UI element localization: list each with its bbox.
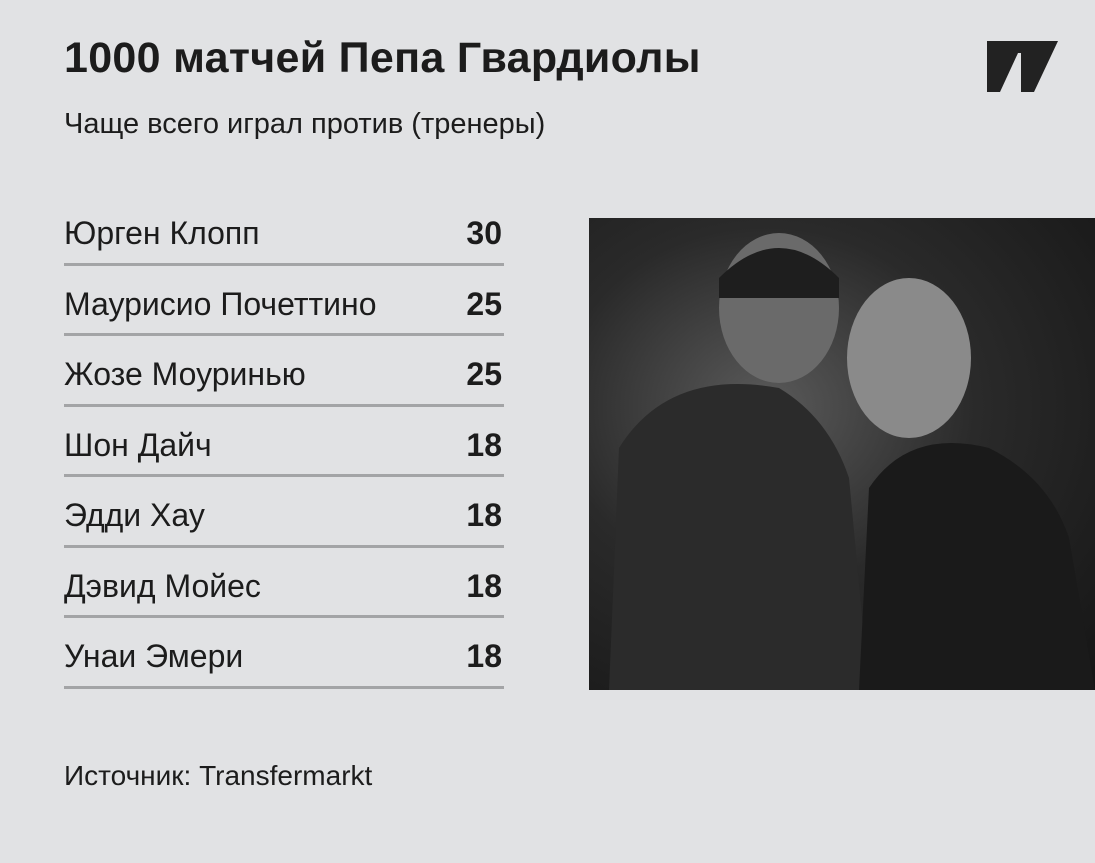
coach-name: Дэвид Мойес — [64, 567, 261, 604]
page-subtitle: Чаще всего играл против (тренеры) — [64, 108, 546, 140]
match-count: 18 — [466, 638, 502, 674]
table-row: Эдди Хау 18 — [64, 477, 504, 548]
coach-name: Жозе Моуринью — [64, 356, 306, 392]
table-row: Дэвид Мойес 18 — [64, 548, 504, 618]
match-count: 18 — [466, 497, 502, 533]
table-row: Юрген Клопп 30 — [64, 195, 504, 266]
coaches-table: Юрген Клопп 30 Маурисио Почеттино 25 Жозе … — [64, 195, 504, 689]
photo-silhouettes — [609, 233, 1095, 690]
page-title: 1000 матчей Пепа Гвардиолы — [64, 34, 701, 82]
match-count: 25 — [466, 285, 502, 322]
coach-name: Унаи Эмери — [64, 638, 244, 674]
coach-name: Маурисио Почеттино — [64, 285, 377, 322]
coach-name: Юрген Клопп — [64, 215, 260, 251]
match-count: 30 — [466, 215, 502, 251]
source-note: Источник: Transfermarkt — [64, 760, 373, 791]
table-row: Жозе Моуринью 25 — [64, 336, 504, 407]
table-row: Унаи Эмери 18 — [64, 618, 504, 689]
coach-name: Эдди Хау — [64, 497, 205, 533]
match-count: 18 — [466, 567, 502, 604]
coach-name: Шон Дайч — [64, 426, 212, 463]
table-row: Шон Дайч 18 — [64, 407, 504, 477]
match-count: 25 — [466, 356, 502, 392]
match-count: 18 — [466, 426, 502, 463]
coaches-photo — [589, 218, 1095, 690]
table-row: Маурисио Почеттино 25 — [64, 266, 504, 336]
